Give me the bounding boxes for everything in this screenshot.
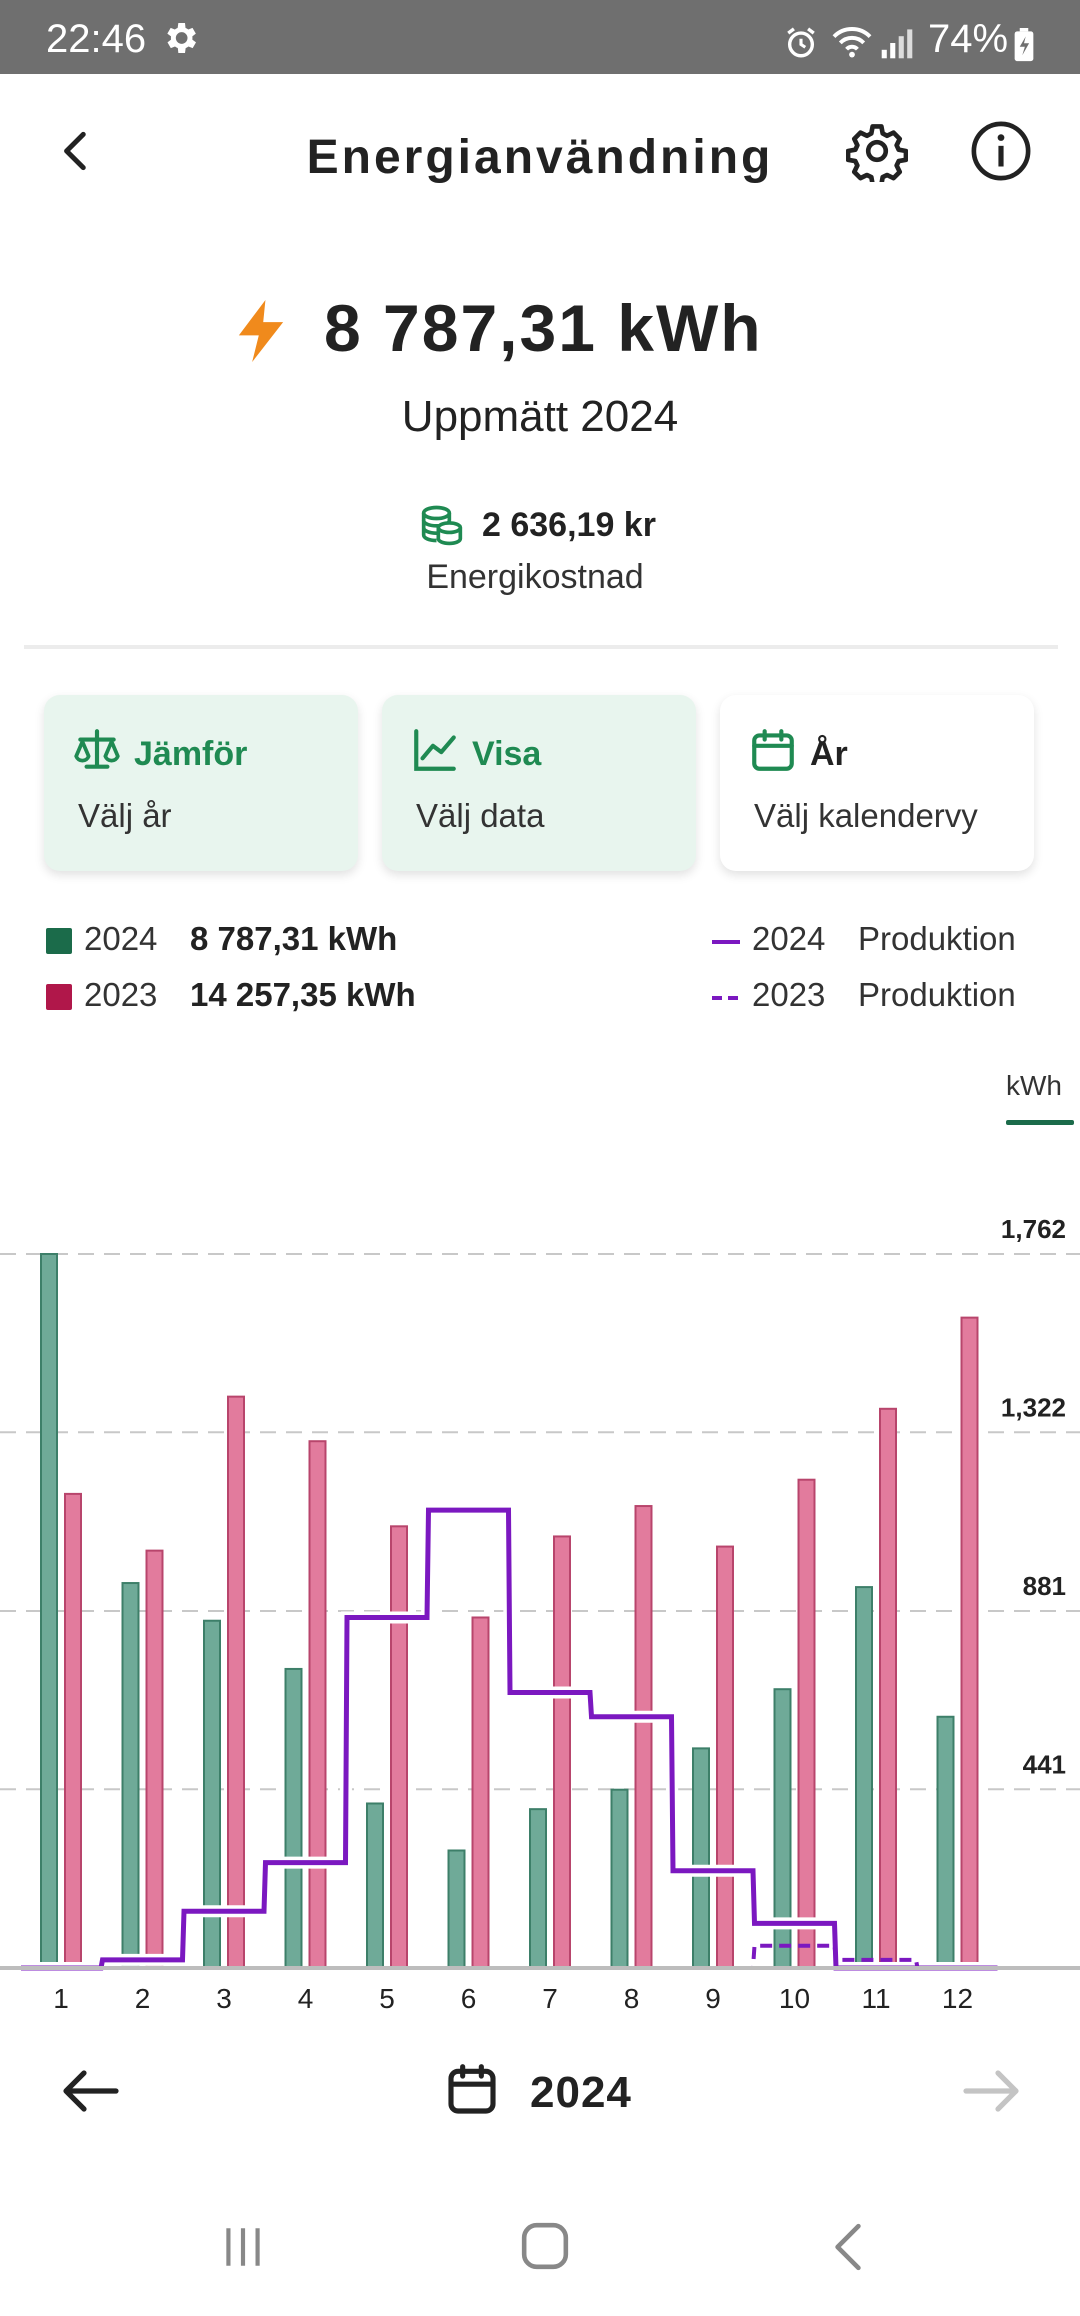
energy-cost-value: 2 636,19 kr — [482, 506, 656, 544]
legend-dashed-line — [712, 996, 740, 1000]
back-button[interactable] — [52, 126, 102, 176]
coins-icon — [421, 505, 463, 546]
bar-2023 — [308, 1440, 327, 1969]
system-back-icon[interactable] — [828, 2222, 868, 2272]
next-year-button[interactable] — [962, 2066, 1022, 2116]
calendar-view-card-title: År — [810, 735, 848, 773]
unit-tab-kwh[interactable]: kWh — [1006, 1070, 1062, 1101]
x-tick-label: 5 — [379, 1983, 395, 2014]
total-energy: 8 787,31 kWh — [0, 290, 1080, 380]
previous-year-button[interactable] — [60, 2066, 120, 2116]
bar-2024 — [855, 1586, 873, 1969]
x-tick-label: 9 — [705, 1983, 721, 2014]
measured-year-label: Uppmätt 2024 — [401, 392, 679, 441]
info-button[interactable] — [970, 120, 1032, 182]
x-tick-label: 4 — [298, 1983, 314, 2014]
legend-year: 2023 — [84, 976, 158, 1013]
x-tick-label: 12 — [942, 1983, 973, 2014]
compare-card[interactable]: Jämför Välj år — [44, 695, 358, 871]
status-time: 22:46 — [46, 17, 147, 61]
bar-2024 — [692, 1747, 710, 1970]
compare-card-title: Jämför — [134, 735, 248, 773]
divider — [24, 645, 1058, 649]
legend-label: Produktion — [858, 976, 1016, 1013]
total-energy-value: 8 787,31 kWh — [324, 291, 763, 365]
bar-2024 — [447, 1849, 466, 1970]
lightning-icon — [238, 300, 284, 362]
bar-2023 — [227, 1395, 245, 1969]
x-tick-label: 8 — [624, 1983, 640, 2014]
home-icon[interactable] — [520, 2218, 570, 2274]
x-tick-label: 2 — [135, 1983, 151, 2014]
bar-2024 — [529, 1808, 547, 1970]
legend-label: Produktion — [858, 920, 1016, 957]
legend-year: 2023 — [752, 976, 826, 1013]
x-tick-label: 11 — [861, 1983, 890, 2014]
settings-button[interactable] — [846, 120, 908, 182]
bar-2023 — [390, 1525, 408, 1969]
bar-2024 — [284, 1667, 303, 1969]
y-tick-label: 1,322 — [1001, 1392, 1066, 1422]
production-line-2024 — [21, 1507, 998, 1971]
bar-2024 — [610, 1788, 629, 1970]
x-tick-label: 1 — [53, 1983, 69, 2014]
bar-2023 — [145, 1549, 164, 1969]
calendar-view-card-subtitle: Välj kalendervy — [754, 797, 978, 834]
legend-year: 2024 — [84, 920, 158, 957]
bar-2023 — [716, 1545, 734, 1969]
legend-value: 8 787,31 kWh — [190, 920, 398, 957]
bar-2023 — [797, 1478, 816, 1969]
line-chart-icon — [414, 729, 456, 771]
show-data-card-title: Visa — [472, 735, 542, 773]
recent-apps-icon[interactable] — [218, 2222, 268, 2272]
bar-2023 — [471, 1616, 490, 1969]
alarm-icon — [787, 27, 815, 58]
y-tick-label: 441 — [1023, 1749, 1066, 1779]
x-tick-label: 7 — [542, 1983, 558, 2014]
show-data-card[interactable]: Visa Välj data — [382, 695, 696, 871]
bar-2024 — [40, 1253, 58, 1969]
wifi-icon — [832, 27, 872, 58]
legend-value: 14 257,35 kWh — [190, 976, 416, 1013]
battery-percent: 74% — [928, 17, 1009, 61]
show-data-card-subtitle: Välj data — [416, 797, 545, 834]
unit-tab-indicator — [1006, 1120, 1074, 1125]
compare-card-subtitle: Välj år — [78, 797, 172, 834]
legend-swatch-2023 — [46, 984, 72, 1010]
x-tick-label: 6 — [461, 1983, 477, 2014]
calendar-icon[interactable] — [444, 2062, 500, 2118]
page-title: Energianvändning — [306, 131, 774, 184]
x-tick-label: 10 — [779, 1983, 810, 2014]
bar-2023 — [64, 1492, 82, 1969]
status-bar: 22:46 74% — [0, 0, 1080, 74]
selected-year[interactable]: 2024 — [530, 2068, 632, 2117]
scale-icon — [74, 729, 120, 769]
bar-2023 — [634, 1505, 653, 1969]
bar-2024 — [121, 1582, 140, 1969]
calendar-icon — [752, 729, 794, 771]
bar-2024 — [936, 1715, 955, 1969]
battery-charging-icon — [1014, 28, 1034, 62]
bar-2024 — [366, 1802, 384, 1970]
bar-2023 — [879, 1407, 897, 1969]
signal-icon — [881, 29, 913, 59]
bar-2023 — [553, 1535, 571, 1969]
settings-status-icon — [167, 23, 196, 53]
legend-swatch-2024 — [46, 928, 72, 954]
calendar-view-card[interactable]: År Välj kalendervy — [720, 695, 1034, 871]
y-tick-label: 1,762 — [1001, 1214, 1066, 1244]
legend-year: 2024 — [752, 920, 826, 957]
energy-cost-label: Energikostnad — [426, 558, 644, 596]
y-tick-label: 881 — [1023, 1571, 1066, 1601]
x-tick-label: 3 — [216, 1983, 232, 2014]
legend-solid-line — [712, 940, 740, 944]
app-header: Energianvändning — [0, 74, 1080, 234]
system-navigation-bar — [0, 2190, 1080, 2316]
bar-2023 — [960, 1316, 979, 1969]
